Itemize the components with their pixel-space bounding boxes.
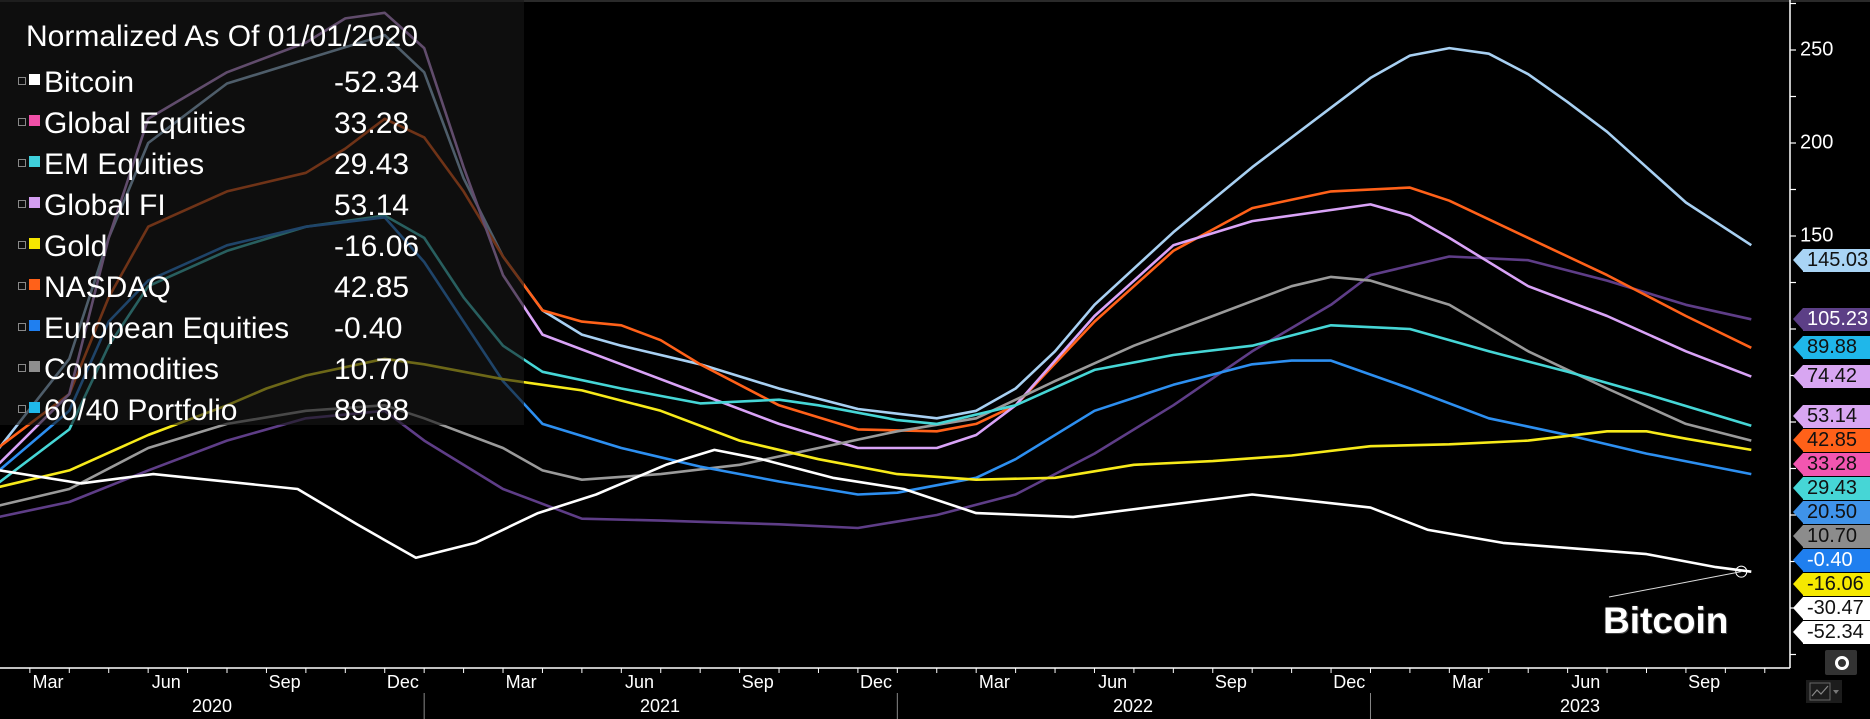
last-value-tag: 105.23 (1793, 307, 1870, 331)
record-button[interactable] (1825, 650, 1857, 675)
legend-item-value: 29.43 (334, 148, 410, 181)
x-year-label: 2022 (1112, 696, 1154, 716)
expand-icon[interactable] (18, 405, 26, 413)
last-value-tag: 145.03 (1793, 248, 1870, 272)
x-month-label: Jun (1098, 672, 1128, 692)
legend-swatch (29, 361, 40, 372)
last-value-tag: -16.06 (1793, 572, 1870, 596)
y-tick-label: 250 (1800, 38, 1834, 61)
legend-item-name: Global Equities (44, 107, 246, 140)
legend-item-value: 42.85 (334, 271, 410, 304)
expand-icon[interactable] (18, 77, 26, 85)
x-year-label: 2023 (1559, 696, 1601, 716)
x-month-label: Sep (268, 672, 301, 692)
x-year-label: 2020 (191, 696, 233, 716)
legend-item-value: -0.40 (334, 312, 403, 345)
legend-item-name: Commodities (44, 353, 220, 386)
line-chart-icon (1809, 682, 1839, 701)
last-value-tag: 53.14 (1793, 404, 1870, 428)
x-month-label: Mar (505, 672, 537, 692)
last-value-tag: -0.40 (1793, 548, 1870, 572)
legend-item-name: Global FI (44, 189, 166, 222)
x-month-label: Dec (386, 672, 419, 692)
x-month-label: Dec (1333, 672, 1366, 692)
legend: Normalized As Of 01/01/2020 Bitcoin -52.3… (0, 0, 524, 427)
expand-icon[interactable] (18, 200, 26, 208)
legend-item-name: Bitcoin (44, 66, 135, 99)
x-year-label: 2021 (639, 696, 681, 716)
legend-item[interactable]: 60/40 Portfolio 89.88 (0, 391, 524, 431)
bitcoin-annotation-marker (1608, 565, 1748, 598)
x-month-label: Mar (1451, 672, 1483, 692)
last-value-tag: 74.42 (1793, 365, 1870, 389)
last-value-tag: 89.88 (1793, 336, 1870, 360)
legend-item[interactable]: Global Equities 33.28 (0, 104, 524, 144)
x-month-label: Jun (624, 672, 654, 692)
legend-swatch (29, 156, 40, 167)
y-tick-label: 150 (1800, 224, 1834, 247)
series-line-8 (0, 448, 1752, 573)
legend-item-name: Gold (44, 230, 108, 263)
legend-item-name: European Equities (44, 312, 290, 345)
legend-item-name: EM Equities (44, 148, 205, 181)
last-value-tag: 42.85 (1793, 428, 1870, 452)
x-month-label: Jun (1571, 672, 1601, 692)
legend-item[interactable]: NASDAQ 42.85 (0, 268, 524, 308)
x-month-label: Mar (32, 672, 64, 692)
last-value-tag: 29.43 (1793, 476, 1870, 500)
expand-icon[interactable] (18, 282, 26, 290)
x-month-label: Jun (151, 672, 181, 692)
legend-item-value: -52.34 (334, 66, 420, 99)
x-month-label: Sep (1214, 672, 1247, 692)
legend-swatch (29, 115, 40, 126)
annotation-leader-line (1608, 571, 1742, 598)
last-value-tag: 20.50 (1793, 500, 1870, 524)
legend-item[interactable]: EM Equities 29.43 (0, 145, 524, 185)
top-frame (0, 0, 1870, 2)
expand-icon[interactable] (18, 364, 26, 372)
legend-swatch (29, 279, 40, 290)
x-month-label: Sep (1688, 672, 1721, 692)
legend-item[interactable]: Commodities 10.70 (0, 350, 524, 390)
last-value-tag: -52.34 (1793, 620, 1870, 644)
expand-icon[interactable] (18, 241, 26, 249)
legend-item-value: -16.06 (334, 230, 420, 263)
legend-swatch (29, 320, 40, 331)
legend-item-name: NASDAQ (44, 271, 171, 304)
legend-item-value: 10.70 (334, 353, 410, 386)
chart-type-button[interactable] (1806, 680, 1842, 703)
legend-item[interactable]: Bitcoin -52.34 (0, 63, 524, 103)
legend-swatch (29, 402, 40, 413)
y-tick-label: 200 (1800, 131, 1834, 154)
legend-item[interactable]: Gold -16.06 (0, 227, 524, 267)
legend-item[interactable]: European Equities -0.40 (0, 309, 524, 349)
expand-icon[interactable] (18, 118, 26, 126)
last-value-tag: -30.47 (1793, 596, 1870, 620)
legend-swatch (29, 238, 40, 249)
expand-icon[interactable] (18, 159, 26, 167)
expand-icon[interactable] (18, 323, 26, 331)
legend-item-value: 53.14 (334, 189, 410, 222)
legend-item-value: 33.28 (334, 107, 410, 140)
legend-swatch (29, 197, 40, 208)
legend-item[interactable]: Global FI 53.14 (0, 186, 524, 226)
annotation-point-circle (1735, 565, 1748, 578)
legend-item-name: 60/40 Portfolio (44, 394, 238, 427)
x-month-label: Mar (978, 672, 1010, 692)
legend-swatch (29, 74, 40, 85)
last-value-tag: 10.70 (1793, 524, 1870, 548)
legend-title: Normalized As Of 01/01/2020 (26, 20, 418, 53)
x-month-label: Sep (741, 672, 774, 692)
legend-item-value: 89.88 (334, 394, 410, 427)
x-month-label: Dec (860, 672, 893, 692)
last-value-tag: 33.28 (1793, 452, 1870, 476)
bitcoin-annotation-label: Bitcoin (1603, 600, 1729, 641)
